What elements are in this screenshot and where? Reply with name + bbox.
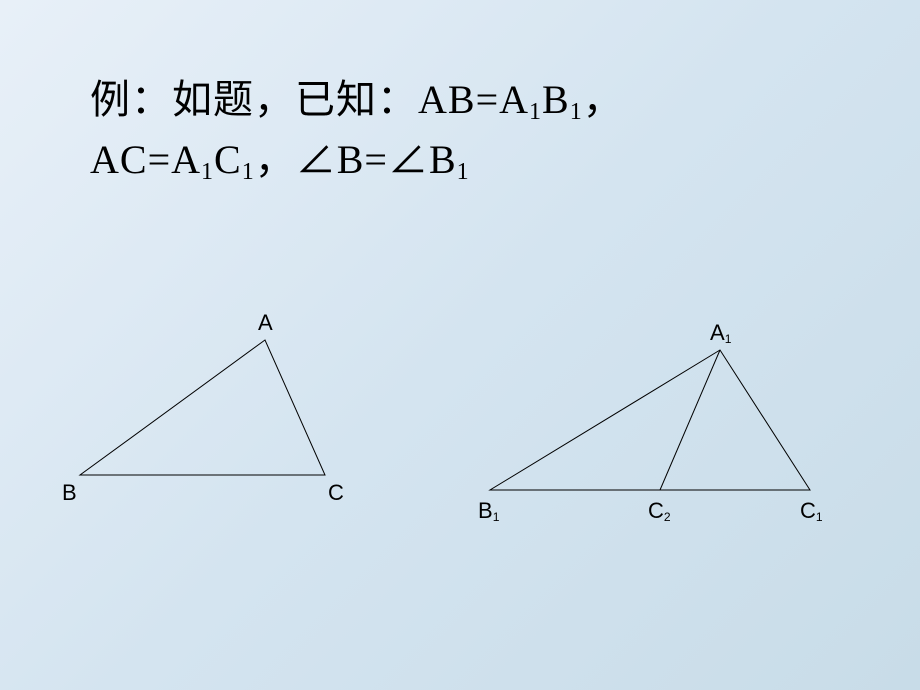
label-c2-base: C: [648, 498, 664, 523]
vertex-label-b1: B1: [478, 498, 499, 524]
prefix-text: 例：如题，已知：: [90, 77, 418, 122]
eq3-sub: 1: [457, 159, 470, 185]
label-c1-sub: 1: [816, 510, 823, 524]
angle2: ∠: [388, 137, 429, 182]
label-b-text: B: [62, 480, 77, 505]
angle1: ∠: [296, 137, 337, 182]
label-a-text: A: [258, 310, 273, 335]
figures-area: A B C A1 B1 C2 C1: [0, 300, 920, 600]
eq3-B: B: [429, 137, 457, 182]
comma2: ，: [255, 137, 296, 182]
eq3-equals: =: [364, 137, 388, 182]
label-b1-base: B: [478, 498, 493, 523]
triangle-a1b1c1: A1 B1 C2 C1: [470, 330, 850, 530]
vertex-label-c: C: [328, 480, 344, 506]
eq2-C: C: [214, 137, 242, 182]
label-b1-sub: 1: [493, 510, 500, 524]
label-c2-sub: 2: [664, 510, 671, 524]
label-a1-sub: 1: [725, 332, 732, 346]
triangle-abc-svg: [60, 320, 360, 520]
label-c1-base: C: [800, 498, 816, 523]
eq1-B: B: [542, 77, 570, 122]
eq2-equals: =: [148, 137, 172, 182]
comma1: ，: [583, 77, 624, 122]
eq1-sub1: 1: [529, 99, 542, 125]
eq2-left: AC: [90, 137, 148, 182]
slide: 例：如题，已知：AB=A1B1， AC=A1C1，∠B=∠B1 A B C A1…: [0, 0, 920, 690]
eq1-equals: =: [476, 77, 500, 122]
triangle-abc: A B C: [60, 320, 360, 520]
eq1-A: A: [499, 77, 529, 122]
vertex-label-c2: C2: [648, 498, 671, 524]
vertex-label-a1: A1: [710, 320, 731, 346]
eq2-sub2: 1: [242, 159, 255, 185]
eq2-A: A: [171, 137, 201, 182]
eq1-sub2: 1: [570, 99, 583, 125]
eq1-left: AB: [418, 77, 476, 122]
eq2-sub1: 1: [201, 159, 214, 185]
label-a1-base: A: [710, 320, 725, 345]
problem-statement: 例：如题，已知：AB=A1B1， AC=A1C1，∠B=∠B1: [90, 70, 830, 190]
vertex-label-a: A: [258, 310, 273, 336]
vertex-label-c1: C1: [800, 498, 823, 524]
eq3-left: B: [337, 137, 365, 182]
vertex-label-b: B: [62, 480, 77, 506]
label-c-text: C: [328, 480, 344, 505]
